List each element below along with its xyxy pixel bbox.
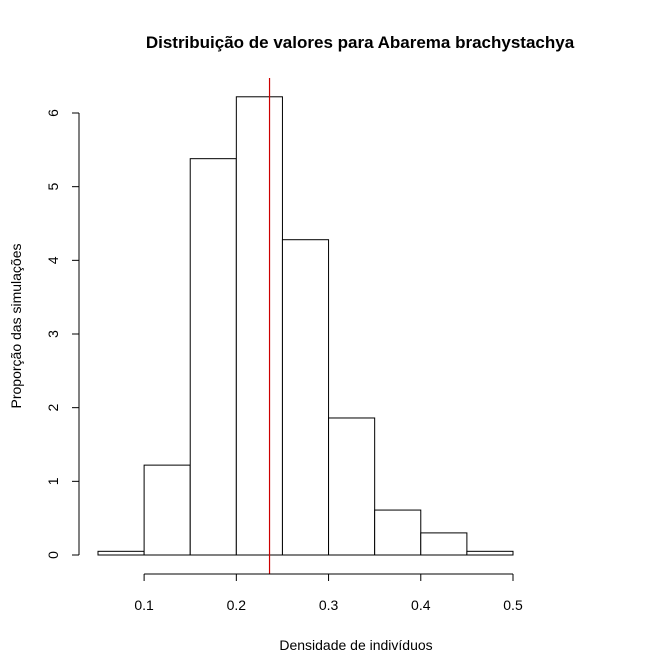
- y-axis-label: Proporção das simulações: [8, 244, 24, 409]
- histogram-bar-8: [466, 550, 514, 556]
- x-tick-label-4: 0.5: [503, 597, 523, 613]
- x-axis: 0.1 0.2 0.3 0.4 0.5: [134, 573, 523, 613]
- x-axis-label: Densidade de indivíduos: [279, 637, 432, 653]
- histogram-bar-3: [235, 96, 283, 556]
- x-tick-label-3: 0.4: [411, 597, 431, 613]
- x-tick-label-2: 0.3: [319, 597, 339, 613]
- histogram-bar-1: [143, 464, 191, 556]
- y-tick-label-1: 1: [45, 477, 61, 485]
- y-tick-label-0: 0: [45, 551, 61, 559]
- chart-title: Distribuição de valores para Abarema bra…: [146, 33, 575, 52]
- histogram-bar-7: [420, 532, 468, 556]
- y-tick-label-4: 4: [45, 256, 61, 264]
- x-tick-label-0: 0.1: [134, 597, 154, 613]
- histogram-bar-4: [281, 239, 330, 556]
- y-tick-label-5: 5: [45, 183, 61, 191]
- y-tick-label-3: 3: [45, 330, 61, 338]
- bars-group: [97, 96, 514, 556]
- y-axis: 0 1 2 3 4 5 6: [45, 109, 80, 559]
- histogram-bar-2: [189, 158, 237, 556]
- y-tick-label-2: 2: [45, 404, 61, 412]
- x-tick-label-1: 0.2: [227, 597, 247, 613]
- histogram-bar-5: [328, 417, 376, 556]
- y-tick-label-6: 6: [45, 109, 61, 117]
- histogram-bar-0: [97, 550, 145, 556]
- histogram-bar-6: [374, 509, 422, 556]
